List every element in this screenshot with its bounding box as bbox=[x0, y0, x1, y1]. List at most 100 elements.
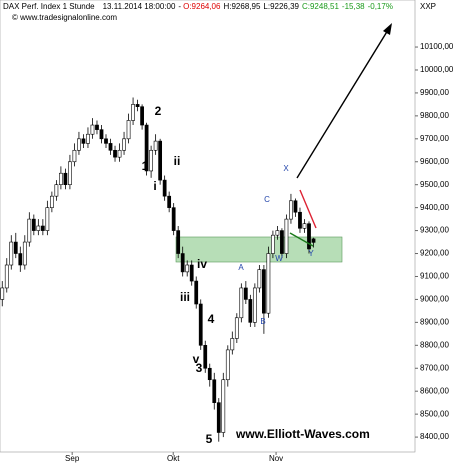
y-tick-label: 9000,00 bbox=[420, 295, 449, 304]
candle-body bbox=[68, 161, 72, 186]
candle-body bbox=[108, 143, 113, 151]
candle-body bbox=[311, 238, 316, 243]
candle-body bbox=[262, 269, 266, 314]
wave-label: C bbox=[264, 195, 270, 204]
wave-label: 1 bbox=[142, 159, 149, 173]
candle-body bbox=[13, 241, 18, 254]
y-tick-label: 9600,00 bbox=[420, 157, 449, 166]
candle-body bbox=[135, 104, 140, 107]
candle-body bbox=[22, 241, 27, 266]
y-tick-label: 8500,00 bbox=[420, 409, 449, 418]
candle-body bbox=[90, 124, 95, 135]
candle-body bbox=[40, 225, 45, 231]
candle-body bbox=[302, 223, 307, 229]
candle-body bbox=[126, 120, 131, 140]
arrow-head bbox=[383, 23, 392, 35]
candle-body bbox=[185, 264, 190, 273]
title: DAX Perf. Index 1 Stunde bbox=[3, 2, 95, 11]
wave-label: 2 bbox=[155, 104, 162, 118]
wave-label: X bbox=[283, 164, 289, 173]
candle-body bbox=[99, 129, 104, 140]
candle-body bbox=[162, 179, 167, 197]
candle-body bbox=[207, 367, 212, 381]
wave-label: Y bbox=[308, 249, 314, 258]
x-tick-label: Nov bbox=[269, 454, 283, 463]
quote-low: L:9226,39 bbox=[263, 2, 299, 11]
wave-label: 3 bbox=[196, 361, 203, 375]
wave-label: iii bbox=[180, 290, 190, 304]
candle-body bbox=[95, 124, 99, 130]
candle-body bbox=[271, 234, 275, 254]
candles bbox=[0, 97, 316, 442]
candle-body bbox=[149, 149, 153, 172]
candle-body bbox=[284, 218, 289, 254]
y-tick-label: 9800,00 bbox=[420, 111, 449, 120]
candle-body bbox=[230, 338, 235, 351]
timestamp: 13.11.2014 18:00:00 bbox=[103, 2, 176, 11]
candle-body bbox=[0, 287, 5, 300]
candle-body bbox=[158, 140, 163, 181]
wave-label: v bbox=[193, 352, 200, 366]
y-tick-label: 9200,00 bbox=[420, 249, 449, 258]
chart-title: DAX Perf. Index 1 Stunde 13.11.2014 18:00… bbox=[3, 2, 393, 11]
candle-body bbox=[4, 264, 9, 289]
candle-body bbox=[81, 138, 86, 144]
candle-body bbox=[266, 253, 271, 314]
candle-body bbox=[49, 195, 54, 208]
quote-close: C:9248,51 bbox=[302, 2, 339, 11]
y-tick-label: 9400,00 bbox=[420, 203, 449, 212]
candle-body bbox=[144, 124, 149, 172]
candle-body bbox=[27, 218, 32, 243]
candle-body bbox=[72, 149, 77, 163]
quote-change: -15,38 bbox=[342, 2, 365, 11]
y-tick-label: 10000,00 bbox=[420, 65, 454, 74]
y-tick-label: 8600,00 bbox=[420, 386, 449, 395]
candle-body bbox=[113, 149, 117, 158]
candle-body bbox=[252, 287, 257, 323]
quote-change-pct: -0,17% bbox=[368, 2, 393, 11]
candle-body bbox=[257, 269, 262, 289]
wave-label: W bbox=[275, 254, 283, 263]
wave-label: ii bbox=[174, 154, 181, 168]
candle-body bbox=[36, 225, 41, 231]
wave-label: A bbox=[238, 263, 244, 272]
candle-body bbox=[225, 349, 230, 381]
candle-body bbox=[18, 253, 23, 266]
candle-body bbox=[45, 207, 50, 231]
y-tick-label: 8800,00 bbox=[420, 340, 449, 349]
source: © www.tradesignalonline.com bbox=[12, 13, 117, 22]
candle-body bbox=[131, 104, 135, 121]
y-tick-label: 8700,00 bbox=[420, 363, 449, 372]
candle-body bbox=[59, 172, 63, 186]
candle-body bbox=[298, 211, 302, 229]
wave-label: 4 bbox=[208, 312, 215, 326]
candle-body bbox=[293, 200, 298, 213]
quote-high: H:9268,95 bbox=[223, 2, 260, 11]
wave-label: iv bbox=[197, 257, 207, 271]
x-tick-label: Sep bbox=[65, 454, 80, 463]
symbol: XXP bbox=[420, 2, 436, 11]
candle-body bbox=[194, 280, 199, 305]
candle-body bbox=[171, 207, 176, 231]
candle-body bbox=[153, 140, 158, 151]
candle-body bbox=[221, 379, 226, 433]
y-tick-label: 9700,00 bbox=[420, 134, 449, 143]
projection-arrow bbox=[296, 29, 389, 179]
candle-body bbox=[243, 287, 248, 300]
candle-body bbox=[216, 402, 221, 433]
plot-area bbox=[0, 0, 416, 453]
quote-open: O:9264,06 bbox=[183, 2, 221, 11]
y-tick-label: 9300,00 bbox=[420, 226, 449, 235]
candle-body bbox=[280, 230, 284, 254]
candle-body bbox=[9, 241, 14, 266]
candle-body bbox=[117, 149, 122, 158]
candle-body bbox=[180, 253, 185, 273]
candle-body bbox=[104, 138, 108, 144]
candle-body bbox=[239, 287, 244, 319]
wave-label: i bbox=[153, 179, 156, 193]
wave-label: 5 bbox=[206, 432, 213, 446]
candle-body bbox=[307, 223, 311, 250]
candle-body bbox=[203, 345, 208, 369]
candle-body bbox=[248, 299, 253, 323]
